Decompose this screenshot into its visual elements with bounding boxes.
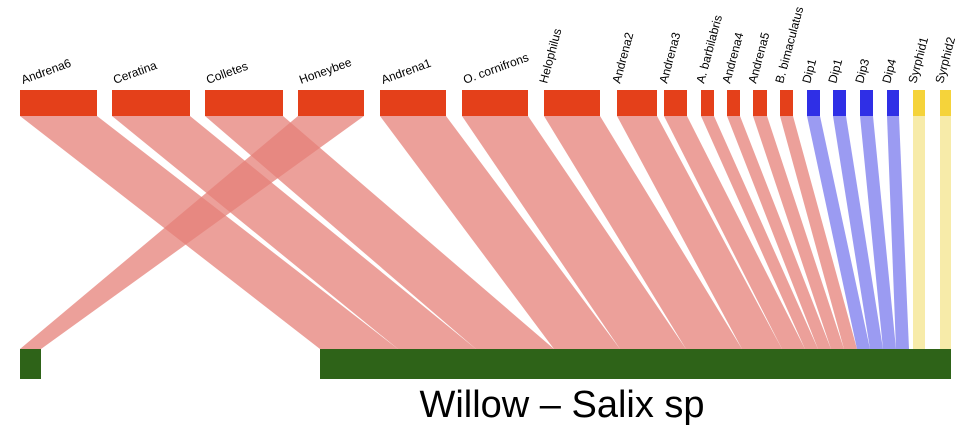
pollinator-label: Andrena1 — [379, 56, 433, 87]
interaction-link — [20, 116, 398, 349]
pollinator-bar — [112, 90, 190, 116]
pollinator-label: Honeybee — [297, 55, 354, 87]
interaction-link — [380, 116, 620, 349]
interaction-link — [205, 116, 554, 349]
pollinator-bar — [860, 90, 873, 116]
pollinator-bar — [664, 90, 687, 116]
interaction-link — [462, 116, 686, 349]
interaction-link — [544, 116, 742, 349]
pollinator-label: Dip1 — [799, 57, 819, 85]
pollinator-label: O. cornifrons — [461, 50, 530, 87]
pollinator-bar — [701, 90, 714, 116]
pollinator-label: Andrena5 — [745, 31, 772, 85]
pollinator-label: Andrena4 — [719, 31, 746, 85]
pollinator-bar — [380, 90, 446, 116]
interaction-link — [617, 116, 782, 349]
interaction-link — [20, 116, 364, 349]
pollinator-label: Helophilus — [536, 27, 564, 85]
plant-title: Willow – Salix sp — [419, 384, 704, 425]
plant-bar-willow — [320, 349, 951, 379]
pollinator-label: Dip4 — [879, 57, 899, 85]
pollinator-label: Colletes — [204, 59, 250, 87]
plant-bars — [20, 349, 951, 379]
pollinator-bars — [20, 90, 951, 116]
pollinator-bar — [20, 90, 97, 116]
pollinator-bar — [940, 90, 951, 116]
interaction-link — [940, 116, 951, 349]
interaction-link — [913, 116, 925, 349]
interaction-links — [20, 116, 951, 349]
interaction-link — [664, 116, 805, 349]
pollinator-bar — [298, 90, 364, 116]
interaction-link — [727, 116, 831, 349]
pollinator-bar — [807, 90, 820, 116]
pollinator-bar — [753, 90, 767, 116]
interaction-link — [833, 116, 883, 349]
plant-bar-small — [20, 349, 41, 379]
pollinator-bar — [780, 90, 793, 116]
pollinator-label: Dip3 — [852, 57, 872, 85]
pollinator-bar — [617, 90, 657, 116]
interaction-link — [701, 116, 818, 349]
pollinator-label: Dip1 — [825, 57, 845, 85]
interaction-link — [887, 116, 909, 349]
pollinator-bar — [462, 90, 528, 116]
interaction-link — [780, 116, 857, 349]
pollinator-label: Ceratina — [111, 58, 159, 87]
pollinator-bar — [887, 90, 899, 116]
pollinator-label: Andrena2 — [609, 31, 636, 85]
pollinator-bar — [544, 90, 600, 116]
interaction-link — [860, 116, 896, 349]
pollinator-bar — [727, 90, 740, 116]
pollinator-label: Syrphid1 — [905, 35, 931, 85]
pollinator-bar — [833, 90, 846, 116]
pollinator-label: Andrena3 — [656, 31, 683, 85]
interaction-link — [753, 116, 844, 349]
pollinator-labels: Andrena6 Ceratina Colletes Honeybee Andrena1… — [19, 5, 958, 87]
pollinator-bar — [205, 90, 283, 116]
pollinator-bar — [913, 90, 925, 116]
pollinator-label: Syrphid2 — [932, 35, 958, 85]
interaction-link — [807, 116, 870, 349]
pollinator-label: Andrena6 — [19, 56, 73, 87]
interaction-link — [112, 116, 476, 349]
